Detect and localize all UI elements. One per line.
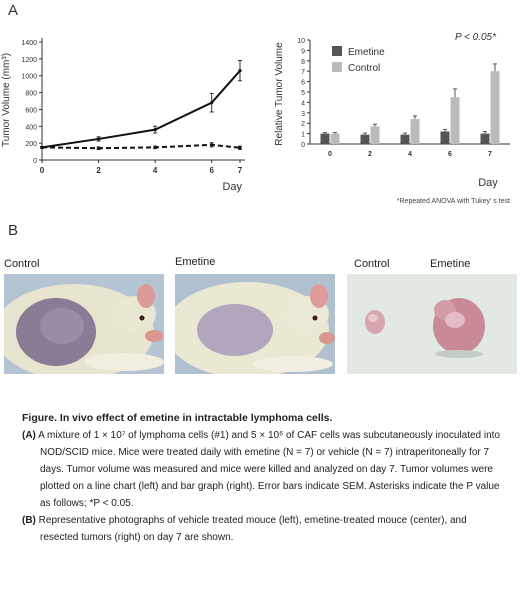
line-point <box>96 137 101 141</box>
bar-chart-ytick-label: 2 <box>301 121 305 128</box>
bar-control <box>330 133 340 144</box>
line-chart-ytick-label: 600 <box>25 107 37 114</box>
caption-item-b: (B) Representative photographs of vehicl… <box>22 512 502 546</box>
bar-emetine <box>440 131 450 144</box>
line-chart-ytick-label: 800 <box>25 91 37 98</box>
bar-chart-xtick-label: 6 <box>448 151 452 158</box>
line-chart-xtick-label: 7 <box>238 166 243 175</box>
bar-chart-ytick-label: 8 <box>301 59 305 66</box>
caption-b-text: Representative photographs of vehicle tr… <box>38 515 467 543</box>
line-point <box>210 101 214 105</box>
line-chart-ytick-label: 1000 <box>21 74 37 81</box>
figure-caption: Figure. In vivo effect of emetine in int… <box>22 410 502 546</box>
bar-chart-ytick-label: 9 <box>301 48 305 55</box>
line-point <box>153 145 157 149</box>
caption-a-text: A mixture of 1 × 10⁷ of lymphoma cells (… <box>38 430 500 509</box>
line-chart-xtick-label: 0 <box>40 166 45 175</box>
control-mouse-photo <box>4 274 164 374</box>
bar-chart-ytick-label: 0 <box>301 142 305 149</box>
control-mouse-label: Control <box>4 258 40 270</box>
bar-control <box>490 71 500 144</box>
bar-chart-ytick-label: 6 <box>301 80 305 87</box>
significance-label: P < 0.05* <box>455 32 497 43</box>
line-point <box>96 146 101 150</box>
line-point <box>40 145 44 149</box>
emetine-tumor-label: Emetine <box>430 258 471 270</box>
line-point <box>238 69 242 73</box>
caption-item-a: (A) A mixture of 1 × 10⁷ of lymphoma cel… <box>22 427 502 512</box>
line-chart: 0 200 400 600 800 1000 1200 1400 0 2 4 6 7 Tumor Vo… <box>1 38 245 193</box>
panel-a-label: A <box>8 2 19 19</box>
bar-emetine <box>400 134 410 144</box>
line-point <box>210 143 214 147</box>
legend-swatch-emetine <box>332 46 342 56</box>
line-point <box>238 146 242 150</box>
emetine-mouse-label: Emetine <box>175 256 216 268</box>
line-point <box>153 128 157 132</box>
caption-title: Figure. In vivo effect of emetine in int… <box>22 412 333 424</box>
bar-chart-xtick-label: 4 <box>408 151 412 158</box>
line-chart-ytick-label: 400 <box>25 124 37 131</box>
legend-swatch-control <box>332 62 342 72</box>
line-series-solid <box>41 69 241 149</box>
line-chart-xtick-label: 2 <box>96 166 101 175</box>
line-chart-xtick-label: 6 <box>209 166 214 175</box>
line-chart-xtick-label: 4 <box>153 166 158 175</box>
line-chart-ytick-label: 1400 <box>21 40 37 47</box>
line-chart-ytick-label: 0 <box>33 158 37 165</box>
bar-chart-ytick-label: 7 <box>301 69 305 76</box>
bar-chart-xtick-label: 7 <box>488 151 492 158</box>
control-tumor-label: Control <box>354 258 390 270</box>
bar-chart-ylabel: Relative Tumor Volume <box>274 42 285 146</box>
caption-a-label: (A) <box>22 430 36 441</box>
line-chart-xlabel: Day <box>222 181 242 193</box>
line-chart-ylabel: Tumor Volume (mm³) <box>1 53 12 147</box>
bar-chart-xtick-label: 2 <box>368 151 372 158</box>
line-chart-ytick-label: 1200 <box>21 57 37 64</box>
stats-footnote: *Repeated ANOVA with Tukey’ s test <box>397 198 510 205</box>
resected-tumors-photo <box>347 274 517 374</box>
legend-label-control: Control <box>348 63 380 74</box>
bar-chart-ytick-label: 4 <box>301 100 305 107</box>
bar-chart-xlabel: Day <box>478 177 498 189</box>
bar-chart-xtick-label: 0 <box>328 151 332 158</box>
line-chart-ytick-label: 200 <box>25 141 37 148</box>
bar-emetine <box>320 133 330 144</box>
bar-control <box>410 119 420 144</box>
bar-emetine <box>360 134 370 144</box>
caption-b-label: (B) <box>22 515 36 526</box>
bar-chart-ytick-label: 1 <box>301 132 305 139</box>
bar-emetine <box>480 133 490 144</box>
emetine-mouse-photo <box>175 274 335 374</box>
legend-label-emetine: Emetine <box>348 47 385 58</box>
bar-chart-ytick-label: 3 <box>301 111 305 118</box>
panel-b-label: B <box>8 222 19 239</box>
bar-control <box>370 126 380 144</box>
bar-chart-ytick-label: 10 <box>297 38 305 45</box>
bar-control <box>450 97 460 144</box>
bar-chart: 0 1 2 3 4 5 6 7 8 9 10 0 2 4 6 7 Emetine Control Relati… <box>274 32 510 205</box>
bar-chart-ytick-label: 5 <box>301 90 305 97</box>
